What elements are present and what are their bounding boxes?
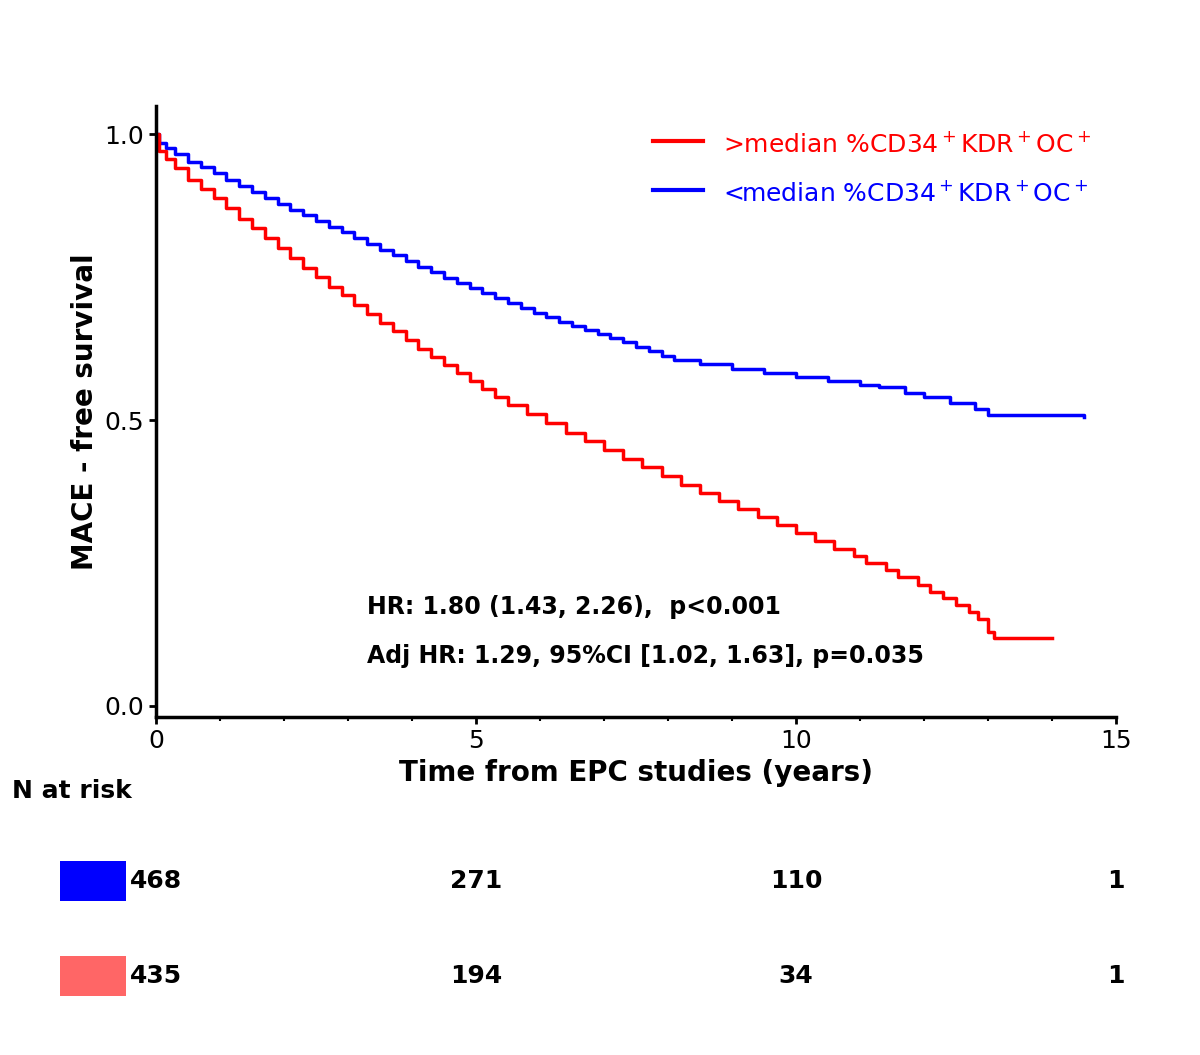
Text: 110: 110 xyxy=(769,869,822,893)
Y-axis label: MACE - free survival: MACE - free survival xyxy=(71,253,98,570)
Text: 271: 271 xyxy=(450,869,502,893)
Text: HR: 1.80 (1.43, 2.26),  p<0.001: HR: 1.80 (1.43, 2.26), p<0.001 xyxy=(367,595,781,619)
Text: 34: 34 xyxy=(779,964,814,987)
Text: 435: 435 xyxy=(130,964,182,987)
Text: 1: 1 xyxy=(1108,964,1124,987)
Legend: >median %CD34$^+$KDR$^+$OC$^+$, <median %CD34$^+$KDR$^+$OC$^+$: >median %CD34$^+$KDR$^+$OC$^+$, <median … xyxy=(640,118,1104,218)
Text: 468: 468 xyxy=(130,869,182,893)
Text: Adj HR: 1.29, 95%CI [1.02, 1.63], p=0.035: Adj HR: 1.29, 95%CI [1.02, 1.63], p=0.03… xyxy=(367,644,924,668)
Text: N at risk: N at risk xyxy=(12,780,132,803)
Text: 194: 194 xyxy=(450,964,502,987)
X-axis label: Time from EPC studies (years): Time from EPC studies (years) xyxy=(398,759,874,787)
Text: 1: 1 xyxy=(1108,869,1124,893)
